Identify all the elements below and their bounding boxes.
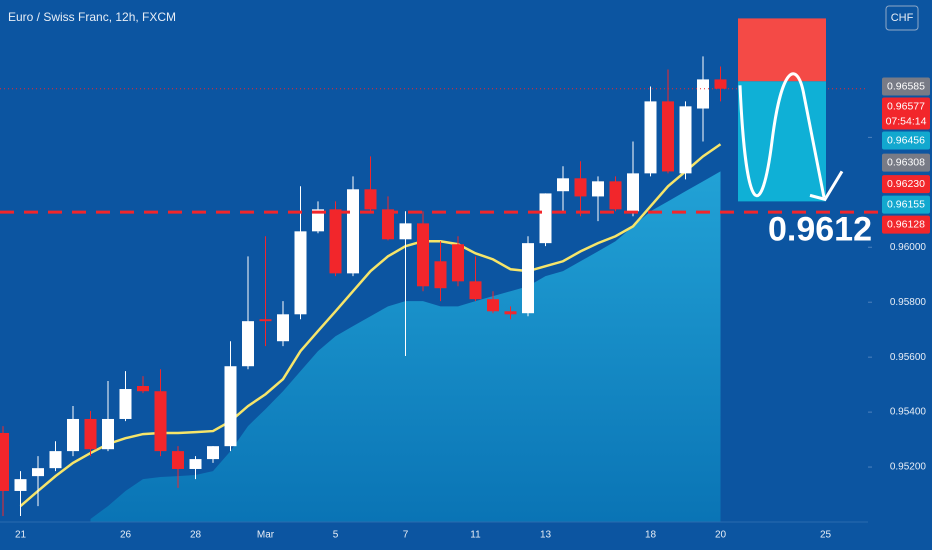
candle-body xyxy=(487,299,499,312)
candle-body xyxy=(207,446,219,460)
candle-body xyxy=(662,101,674,172)
candle-body xyxy=(364,189,377,210)
candle-body xyxy=(539,193,552,244)
candle-body xyxy=(714,79,727,89)
chart-title: Euro / Swiss Franc, 12h, FXCM xyxy=(8,10,176,24)
candle-body xyxy=(469,281,482,300)
candle-body xyxy=(329,209,342,274)
price-tag xyxy=(882,97,930,130)
candle-body xyxy=(382,209,394,240)
candle-body xyxy=(67,418,79,452)
price-tag xyxy=(882,215,930,234)
price-tag xyxy=(882,77,930,96)
x-tick-label: 5 xyxy=(333,530,339,541)
x-tick-label: 20 xyxy=(715,530,727,541)
candle-body xyxy=(644,101,657,174)
candle-body xyxy=(154,391,167,452)
candle-body xyxy=(172,451,184,469)
target-label: 0.9612 xyxy=(768,210,872,248)
y-tick-label: 0.95200 xyxy=(890,462,927,473)
candle-body xyxy=(137,386,149,392)
candle-body xyxy=(294,231,307,315)
plot-area xyxy=(0,56,727,522)
stop-zone xyxy=(738,18,826,82)
price-tag xyxy=(882,195,930,214)
candle-body xyxy=(277,314,289,342)
candle-body xyxy=(347,189,359,274)
x-tick-label: 28 xyxy=(190,530,202,541)
price-tag-label: 0.96577 xyxy=(887,100,925,112)
candle-body xyxy=(679,106,692,174)
y-tick-label: 0.96000 xyxy=(890,242,927,253)
price-tag-label: 0.96128 xyxy=(887,218,925,230)
candle-body xyxy=(522,243,534,314)
price-tag xyxy=(882,131,930,150)
candle-body xyxy=(312,209,324,232)
price-tag-label: 0.96230 xyxy=(887,178,925,190)
candle-body xyxy=(259,319,272,322)
candle-body xyxy=(102,418,114,450)
x-tick-label: 21 xyxy=(15,530,27,541)
x-tick-label: 18 xyxy=(645,530,657,541)
x-tick-label: 26 xyxy=(120,530,132,541)
candle-body xyxy=(49,451,62,469)
y-tick-label: 0.95400 xyxy=(890,407,927,418)
x-tick-label: 7 xyxy=(403,530,409,541)
price-tag-label: 0.96155 xyxy=(887,198,925,210)
candle-body xyxy=(452,244,464,282)
currency-button[interactable] xyxy=(885,5,919,31)
forecast-arrowhead xyxy=(809,170,844,202)
candle-body xyxy=(189,459,202,469)
candle-body xyxy=(0,432,9,491)
candle-body xyxy=(417,223,429,287)
x-tick-label: 11 xyxy=(470,530,481,541)
candle-body xyxy=(14,479,27,491)
currency-label: CHF xyxy=(891,12,914,24)
price-tag-label: 0.96308 xyxy=(887,156,925,168)
candle-body xyxy=(119,389,132,419)
forecast-arrow xyxy=(738,72,826,198)
candle-body xyxy=(399,223,412,240)
candle-body xyxy=(627,173,639,212)
candle-body xyxy=(434,261,447,289)
candle-body xyxy=(504,311,517,315)
price-tag-countdown: 07:54:14 xyxy=(886,115,927,127)
x-tick-label: 25 xyxy=(820,530,832,541)
candle-body xyxy=(32,468,44,477)
candle-body xyxy=(84,418,97,450)
y-tick-label: 0.95800 xyxy=(890,297,927,308)
target-zone xyxy=(738,81,826,202)
price-tag-label: 0.96585 xyxy=(887,80,925,92)
candle-body xyxy=(224,366,237,447)
x-tick-label: Mar xyxy=(257,530,275,541)
price-tag-label: 0.96456 xyxy=(887,134,925,146)
price-tag xyxy=(882,175,930,194)
candle-body xyxy=(242,321,254,367)
candle-body xyxy=(557,178,569,192)
x-tick-label: 13 xyxy=(540,530,552,541)
candle-body xyxy=(592,181,604,197)
candle-body xyxy=(574,178,587,197)
candle-body xyxy=(609,181,622,210)
price-tag xyxy=(882,153,930,172)
y-tick-label: 0.95600 xyxy=(890,352,927,363)
candle-body xyxy=(697,79,709,109)
moving-average-line xyxy=(19,143,722,508)
